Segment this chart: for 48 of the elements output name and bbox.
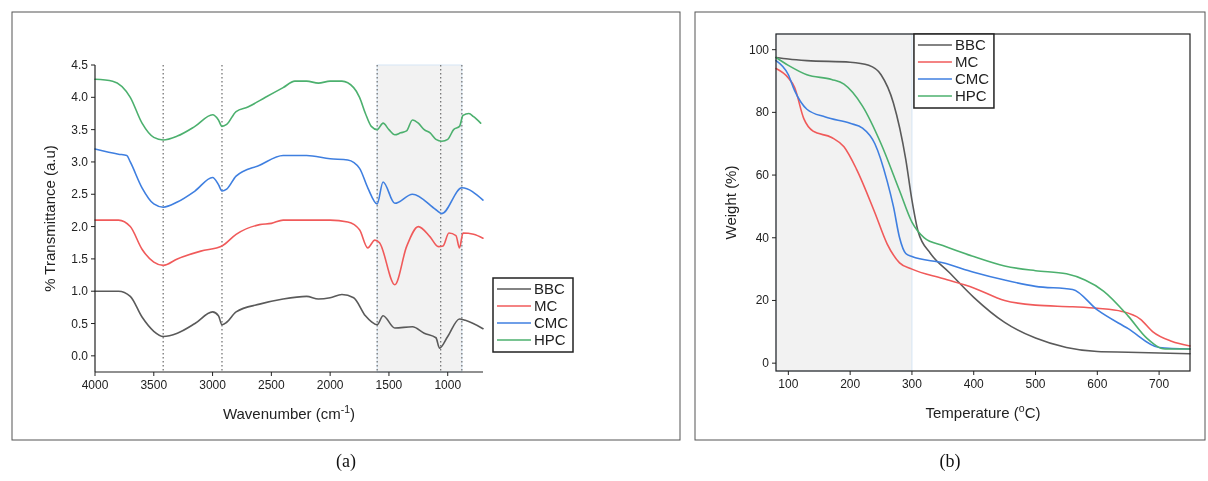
y-tick-label: 1.0 xyxy=(71,284,89,299)
text: (a) xyxy=(336,451,356,472)
y-tick-label: 80 xyxy=(755,105,770,120)
y-tick-label: 100 xyxy=(748,42,770,57)
y-tick-label: 3.5 xyxy=(71,122,89,137)
x-tick-label: 200 xyxy=(840,377,861,391)
y-tick-label: 4.0 xyxy=(71,90,89,105)
legend-label: BBC xyxy=(534,280,566,297)
x-tick-label: 100 xyxy=(778,377,799,391)
y-tick-label: 60 xyxy=(755,168,770,183)
x-tick-label: 3500 xyxy=(140,378,168,392)
legend-label: HPC xyxy=(534,331,566,348)
legend-label: CMC xyxy=(534,314,569,331)
line-series xyxy=(94,219,484,286)
x-tick-label: 2500 xyxy=(258,378,286,392)
line-series xyxy=(94,290,484,349)
y-axis-title: % Transmittance (a.u) xyxy=(41,145,58,292)
y-tick-label: 3.0 xyxy=(71,154,89,169)
x-tick-label: 600 xyxy=(1087,377,1108,391)
text: (b) xyxy=(939,451,961,472)
y-tick-label: 0.0 xyxy=(71,348,89,363)
legend-label: BBC xyxy=(954,36,986,53)
x-tick-label: 700 xyxy=(1149,377,1170,391)
x-axis-title: Temperature ($^{o}$C) xyxy=(925,402,1041,421)
x-axis-title: Wavenumber (cm$^{-1}$) xyxy=(222,403,356,422)
y-tick-label: 4.5 xyxy=(71,58,89,72)
x-tick-label: 3000 xyxy=(199,378,227,392)
y-tick-label: 40 xyxy=(755,230,770,245)
y-tick-label: 1.5 xyxy=(71,251,89,266)
legend-label: CMC xyxy=(954,70,990,87)
x-tick-label: 4000 xyxy=(81,378,109,392)
x-tick-label: 1500 xyxy=(375,378,403,392)
y-axis-title: Weight (%) xyxy=(722,165,739,240)
line-series xyxy=(94,78,482,143)
legend-label: MC xyxy=(534,297,558,314)
x-tick-label: 500 xyxy=(1025,377,1046,391)
line-series xyxy=(94,148,484,215)
y-tick-label: 0.5 xyxy=(71,316,89,331)
x-tick-label: 300 xyxy=(901,377,923,391)
y-tick-label: 0 xyxy=(762,356,770,371)
y-tick-label: 2.0 xyxy=(71,219,89,234)
x-tick-label: 400 xyxy=(963,377,985,391)
legend-label: MC xyxy=(954,53,979,70)
y-tick-label: 20 xyxy=(755,293,770,308)
y-tick-label: 2.5 xyxy=(71,187,89,202)
legend-label: HPC xyxy=(954,87,987,104)
x-tick-label: 2000 xyxy=(316,378,344,392)
x-tick-label: 1000 xyxy=(434,378,462,392)
